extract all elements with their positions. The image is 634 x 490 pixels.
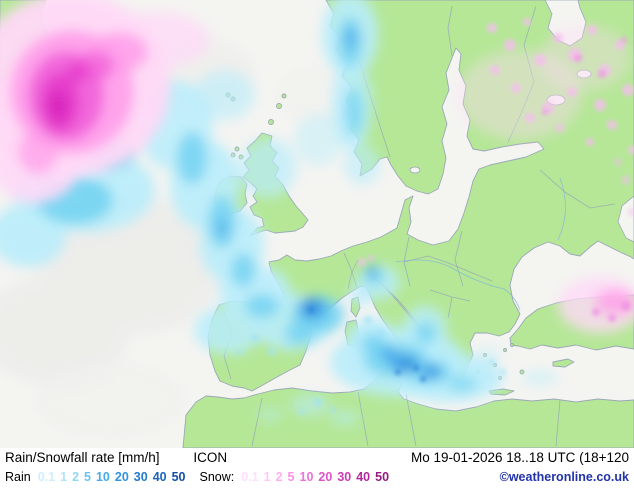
rain-scale-value-5: 5 [84, 470, 91, 484]
rain-scale-value-1: 1 [60, 470, 68, 484]
snow-scale-value-0.1: 0.1 [241, 470, 259, 484]
rain-scale-value-2: 2 [72, 470, 80, 484]
rain-label: Rain [5, 470, 31, 484]
snow-scale-value-50: 50 [375, 470, 390, 484]
map-title: Rain/Snowfall rate [mm/h] [5, 450, 160, 465]
rain-scale-value-0.1: 0.1 [37, 470, 56, 484]
snow-scale-value-10: 10 [299, 470, 314, 484]
snow-scale: 0.1 1 2 5 10 20 30 40 50 [241, 470, 389, 484]
legend-title-group: Rain/Snowfall rate [mm/h] ICON [5, 450, 227, 465]
snow-scale-value-2: 2 [275, 470, 283, 484]
snow-scale-value-1: 1 [263, 470, 271, 484]
precip-speckles [237, 18, 634, 415]
rain-scale: 0.1 1 2 5 10 20 30 40 50 [38, 470, 186, 484]
snow-scale-value-20: 20 [318, 470, 333, 484]
snow-scale-value-40: 40 [356, 470, 371, 484]
rain-scale-value-20: 20 [114, 470, 129, 484]
rain-scale-value-50: 50 [171, 470, 186, 484]
map-area [0, 0, 634, 448]
timestamp: Mo 19-01-2026 18..18 UTC (18+120 [410, 450, 629, 465]
model-name: ICON [193, 450, 228, 465]
snow-scale-value-5: 5 [287, 470, 295, 484]
snow-overlay [0, 0, 634, 333]
rain-scale-value-30: 30 [133, 470, 148, 484]
snow-label: Snow: [199, 470, 235, 484]
copyright: ©weatheronline.co.uk [499, 470, 629, 484]
legend-bar: Rain/Snowfall rate [mm/h] ICON Mo 19-01-… [0, 448, 634, 490]
rivers [395, 177, 566, 311]
rain-scale-value-10: 10 [95, 470, 110, 484]
rain-scale-value-40: 40 [152, 470, 167, 484]
snow-scale-value-30: 30 [337, 470, 352, 484]
map-svg [0, 0, 634, 448]
